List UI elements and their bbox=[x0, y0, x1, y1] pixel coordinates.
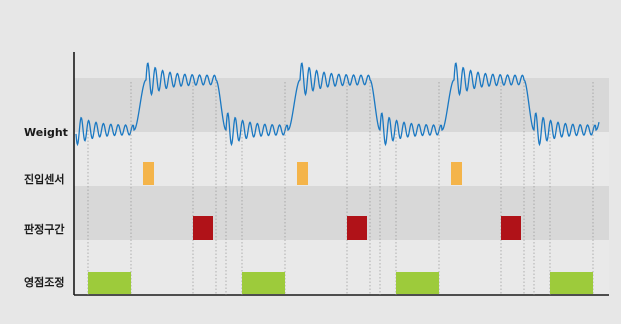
entry-sensor-pulse-1 bbox=[143, 162, 154, 185]
zero-adjust-block-3 bbox=[396, 272, 439, 294]
weight-signal-line bbox=[75, 62, 600, 147]
row-label-weight: Weight bbox=[24, 126, 68, 139]
row-band-3 bbox=[74, 240, 609, 295]
row-label-zero-adjust: 영점조정 bbox=[24, 276, 65, 289]
row-band-0 bbox=[74, 78, 609, 132]
row-label-entry-sensor: 진입센서 bbox=[24, 173, 65, 186]
entry-sensor-pulse-2 bbox=[297, 162, 308, 185]
judgment-zone-block-1 bbox=[193, 216, 213, 240]
row-band-1 bbox=[74, 132, 609, 186]
zero-adjust-block-1 bbox=[88, 272, 131, 294]
zero-adjust-block-2 bbox=[242, 272, 285, 294]
entry-sensor-pulse-3 bbox=[451, 162, 462, 185]
judgment-zone-block-2 bbox=[347, 216, 367, 240]
judgment-zone-block-3 bbox=[501, 216, 521, 240]
row-band-2 bbox=[74, 186, 609, 240]
row-label-judgment-zone: 판정구간 bbox=[24, 223, 65, 236]
zero-adjust-block-4 bbox=[550, 272, 593, 294]
